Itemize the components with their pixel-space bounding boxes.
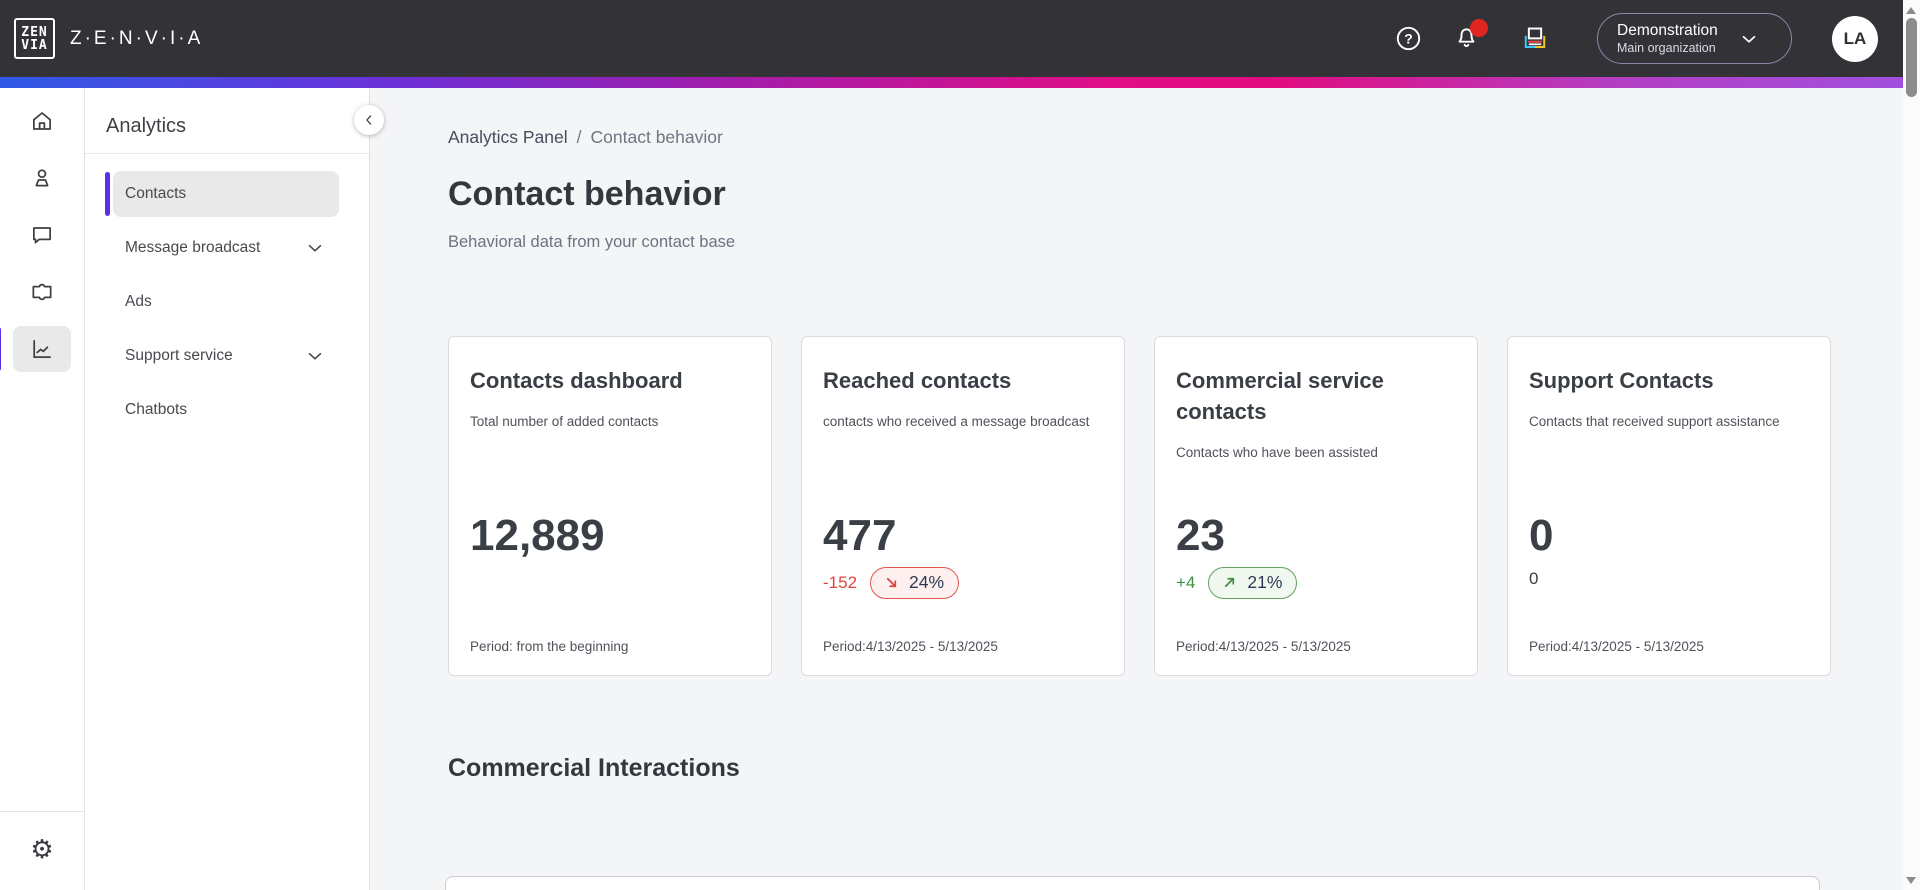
content-area: Analytics Panel / Contact behavior Conta… [370,88,1920,890]
badge-percent: 21% [1247,572,1283,592]
organization-sub: Main organization [1617,41,1716,55]
help-icon: ? [1396,26,1421,51]
settings-icon[interactable]: ⚙ [30,834,54,864]
menu-item-label: Message broadcast [125,239,261,256]
arrow-up-right-icon [1225,577,1235,588]
badge-percent: 24% [909,572,945,592]
card-delta-row: +4 21% [1176,567,1298,599]
sidebar-title: Analytics [106,115,187,137]
logo-line1: ZEN [21,24,48,40]
printer-icon [1524,27,1546,48]
sidebar-item-message-broadcast[interactable]: Message broadcast [113,225,339,271]
card-contacts-dashboard: Contacts dashboard Total number of added… [448,336,772,676]
scrollbar-thumb[interactable] [1906,18,1917,97]
rail-item-tickets[interactable] [13,269,71,315]
breadcrumb: Analytics Panel / Contact behavior [448,127,1920,148]
notifications-button[interactable] [1453,19,1488,52]
trend-badge: 21% [1208,567,1298,599]
card-period: Period:4/13/2025 - 5/13/2025 [1176,639,1351,654]
card-delta-row: -152 24% [823,567,960,599]
page-subtitle: Behavioral data from your contact base [448,233,736,251]
home-icon [33,112,51,130]
rail-item-home[interactable] [13,98,71,144]
chevron-left-icon [366,115,372,125]
scrollbar-down-arrow[interactable] [1906,877,1916,884]
topbar-actions: ? Demonstration Main organization [1395,13,1878,64]
organization-labels: Demonstration Main organization [1617,21,1718,56]
ticket-icon [32,283,52,301]
chevron-down-icon [1742,35,1756,43]
sidebar-item-contacts[interactable]: Contacts [105,171,339,217]
menu-item-label: Contacts [125,185,187,202]
card-commercial-service-contacts: Commercial service contacts Contacts who… [1154,336,1478,676]
chevron-down-icon [308,244,322,252]
topbar: ZEN VIA Z·E·N·V·I·A ? [0,0,1920,77]
brand-gradient-bar [0,77,1920,88]
active-rail-indicator [0,327,1,371]
card-description: contacts who received a message broadcas… [823,414,1090,429]
card-value: 0 [1529,511,1554,560]
card-title: Contacts dashboard [470,368,683,393]
brand-wordmark: Z·E·N·V·I·A [70,27,204,49]
card-description: Contacts that received support assistanc… [1529,414,1780,429]
delta-value: -152 [823,573,858,592]
help-button[interactable]: ? [1395,25,1422,52]
trend-badge: 24% [870,567,960,599]
card-title: Support Contacts [1529,368,1714,393]
sidebar-collapse-button[interactable] [354,105,384,135]
chevron-down-icon [308,352,322,360]
sidebar-item-chatbots[interactable]: Chatbots [113,387,339,433]
card-title: Commercial service contacts [1176,368,1384,424]
delta-value: +4 [1176,573,1196,592]
card-title: Reached contacts [823,368,1012,393]
card-period: Period: from the beginning [470,639,629,654]
organization-switcher[interactable]: Demonstration Main organization [1597,13,1792,64]
rail-bottom: ⚙ [0,811,84,890]
main-layout: ⚙ Analytics Contacts Message broadcast A… [0,88,1920,890]
icon-rail: ⚙ [0,88,85,890]
card-description: Total number of added contacts [470,414,659,429]
page-title: Contact behavior [448,175,726,213]
breadcrumb-separator: / [576,127,582,147]
zenvia-logo-icon: ZEN VIA [14,18,55,59]
card-reached-contacts: Reached contacts contacts who received a… [801,336,1125,676]
sidebar-divider [85,153,369,154]
organization-name: Demonstration [1617,22,1718,39]
card-sub-value: 0 [1529,569,1539,588]
menu-item-label: Ads [125,293,152,310]
conversations-icon [33,227,51,244]
section-title-commercial-interactions: Commercial Interactions [448,754,740,782]
apps-printer-button[interactable] [1519,23,1551,55]
contacts-icon [35,169,49,187]
card-description: Contacts who have been assisted [1176,445,1378,460]
avatar[interactable]: LA [1832,15,1878,62]
commercial-interactions-panel [445,876,1820,890]
rail-item-contacts[interactable] [13,155,71,201]
menu-item-label: Chatbots [125,401,188,418]
svg-text:?: ? [1404,30,1413,46]
sidebar-menu: Contacts Message broadcast Ads Support s… [85,154,369,433]
card-period: Period:4/13/2025 - 5/13/2025 [1529,639,1704,654]
arrow-down-right-icon [886,577,897,588]
page-scrollbar[interactable] [1903,0,1920,890]
active-menu-indicator [105,172,110,216]
card-support-contacts: Support Contacts Contacts that received … [1507,336,1831,676]
card-value: 23 [1176,511,1225,560]
breadcrumb-current: Contact behavior [590,127,723,147]
analytics-icon [33,340,51,358]
scrollbar-up-arrow[interactable] [1906,7,1916,14]
breadcrumb-root-link[interactable]: Analytics Panel [448,127,568,147]
notification-badge [1470,19,1488,37]
card-value: 477 [823,511,897,560]
analytics-sidebar: Analytics Contacts Message broadcast Ads [85,88,384,890]
sidebar-item-ads[interactable]: Ads [113,279,339,325]
rail-item-analytics[interactable] [0,326,71,372]
rail-item-conversations[interactable] [13,212,71,258]
menu-item-label: Support service [125,347,233,364]
card-value: 12,889 [470,511,605,560]
kpi-cards-row: Contacts dashboard Total number of added… [448,336,1920,676]
sidebar-item-support-service[interactable]: Support service [113,333,339,379]
logo-line2: VIA [21,37,48,53]
card-period: Period:4/13/2025 - 5/13/2025 [823,639,998,654]
